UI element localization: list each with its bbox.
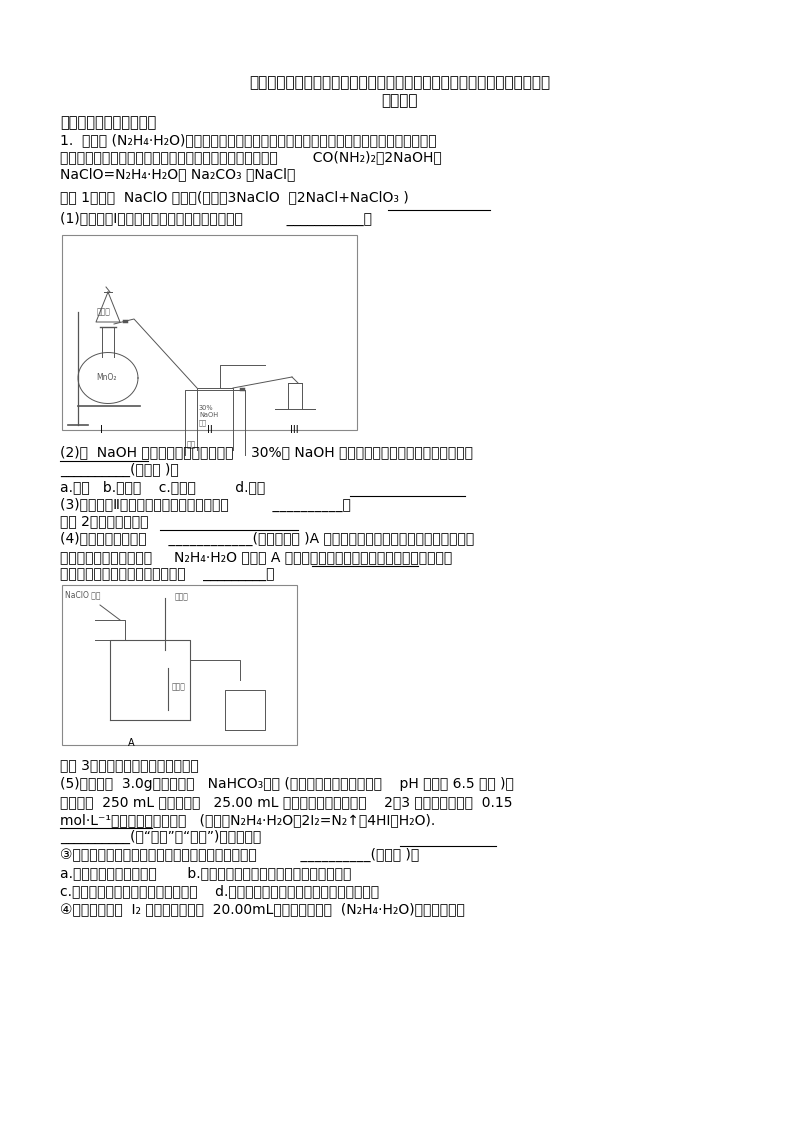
Text: __________(填“酸式”或“碱式”)滴定管中。: __________(填“酸式”或“碱式”)滴定管中。 [60,830,262,844]
Text: c.读数时，滴定前平视，滴定后俯视    d.盛标准液的滴定管水洗后，直接装标准液: c.读数时，滴定前平视，滴定后俯视 d.盛标准液的滴定管水洗后，直接装标准液 [60,884,379,898]
Text: 是一种重要的化工试剂。利用尿素法生产水合肼的原理为：        CO(NH₂)₂＋2NaOH＋: 是一种重要的化工试剂。利用尿素法生产水合肼的原理为： CO(NH₂)₂＋2NaO… [60,150,442,164]
Text: II: II [207,425,213,435]
Text: a.烧杯   b.容量瓶    c.玻璃棒         d.烧瓶: a.烧杯 b.容量瓶 c.玻璃棒 d.烧瓶 [60,480,266,494]
Text: 实验 3：测定馏分中水合肼的含量。: 实验 3：测定馏分中水合肼的含量。 [60,758,198,772]
Text: MnO₂: MnO₂ [96,373,117,382]
Text: ④实验测得消耗  I₂ 溶液的平均值为  20.00mL，馏分中水合肼  (N₂H₄·H₂O)的质量分数为: ④实验测得消耗 I₂ 溶液的平均值为 20.00mL，馏分中水合肼 (N₂H₄·… [60,902,465,915]
Text: NaClO 溶液: NaClO 溶液 [65,590,101,599]
Text: 全国备战高考化学化水溶液中的离子平衡的综合备战高考模拟和真题分类汇: 全国备战高考化学化水溶液中的离子平衡的综合备战高考模拟和真题分类汇 [250,75,550,90]
Text: ③下列能导致馏分中水合肼的含量测定结果偏高的是          __________(填字母 )。: ③下列能导致馏分中水合肼的含量测定结果偏高的是 __________(填字母 )… [60,847,419,862]
Text: 总及答案: 总及答案 [382,93,418,108]
Text: mol·L⁻¹的碘的标准溶液滴定   (已知：N₂H₄·H₂O＋2I₂=N₂↑＋4HI＋H₂O).: mol·L⁻¹的碘的标准溶液滴定 (已知：N₂H₄·H₂O＋2I₂=N₂↑＋4H… [60,813,435,827]
Text: I: I [100,425,103,435]
Text: 温度计: 温度计 [175,593,189,600]
Text: III: III [290,425,298,435]
Text: 实验 2：制取水合肼。: 实验 2：制取水合肼。 [60,514,149,528]
Text: (2)用  NaOH 固体配制溶质质量分数为    30%的 NaOH 溶液时，所需玻璃仪器除量筒外还有: (2)用 NaOH 固体配制溶质质量分数为 30%的 NaOH 溶液时，所需玻璃… [60,445,473,459]
Text: A: A [128,738,134,748]
Text: (5)称取馏分  3.0g，加入适量   NaHCO₃固体 (滴定过程中，调节溶液的    pH 保持在 6.5 左右 )，: (5)称取馏分 3.0g，加入适量 NaHCO₃固体 (滴定过程中，调节溶液的 … [60,777,514,791]
Text: 一、水溶液中的离子平衡: 一、水溶液中的离子平衡 [60,116,156,130]
Text: NaClO=N₂H₄·H₂O＋ Na₂CO₃ ＋NaCl。: NaClO=N₂H₄·H₂O＋ Na₂CO₃ ＋NaCl。 [60,167,295,181]
Text: (3)图中装置Ⅱ中用冰水浴控制温度的目的是          __________。: (3)图中装置Ⅱ中用冰水浴控制温度的目的是 __________。 [60,499,351,512]
FancyBboxPatch shape [62,585,297,746]
Text: 冰水: 冰水 [187,440,196,449]
Text: 1.  水合肼 (N₂H₄·H₂O)又名水合联氨，无色透明，是具有腐蚀性和强还原性的碱性液体，它: 1. 水合肼 (N₂H₄·H₂O)又名水合联氨，无色透明，是具有腐蚀性和强还原性… [60,133,437,147]
Text: 实验 1：制备  NaClO 溶液。(已知：3NaClO  ＝2NaCl+NaClO₃ ): 实验 1：制备 NaClO 溶液。(已知：3NaClO ＝2NaCl+NaClO… [60,190,409,204]
Text: (4)图中充分反应后，     ____________(填操作名称 )A 中溶液即可得到水合肼的粗产品。若分液: (4)图中充分反应后， ____________(填操作名称 )A 中溶液即可得… [60,533,474,546]
Text: 该过程反应生成氮气的化学方程式    _________。: 该过程反应生成氮气的化学方程式 _________。 [60,568,274,582]
Text: 漏斗滴液速度过快，部分     N₂H₄·H₂O 会参与 A 中反应并产生大量氮气，降低产品产率。写出: 漏斗滴液速度过快，部分 N₂H₄·H₂O 会参与 A 中反应并产生大量氮气，降低… [60,550,452,564]
Text: a.准形瓶洗干净后未干燥       b.滴定前，滴定管内无气泡，滴定后有气泡: a.准形瓶洗干净后未干燥 b.滴定前，滴定管内无气泡，滴定后有气泡 [60,866,351,880]
Text: (1)如图装置Ⅰ中烧瓶内发生反应的化学方程式为          ___________。: (1)如图装置Ⅰ中烧瓶内发生反应的化学方程式为 ___________。 [60,212,372,227]
FancyBboxPatch shape [62,235,357,431]
Text: 温度计: 温度计 [172,682,186,691]
Text: __________(填字母 )。: __________(填字母 )。 [60,463,178,477]
Text: 30%
NaOH
溶液: 30% NaOH 溶液 [199,404,218,426]
Text: 加水配成  250 mL 溶液，移出   25.00 mL 置于锥形瓶中，并滴加    2～3 滴淀粉溶液，用  0.15: 加水配成 250 mL 溶液，移出 25.00 mL 置于锥形瓶中，并滴加 2～… [60,795,513,809]
Text: 液盐酸: 液盐酸 [97,307,111,316]
